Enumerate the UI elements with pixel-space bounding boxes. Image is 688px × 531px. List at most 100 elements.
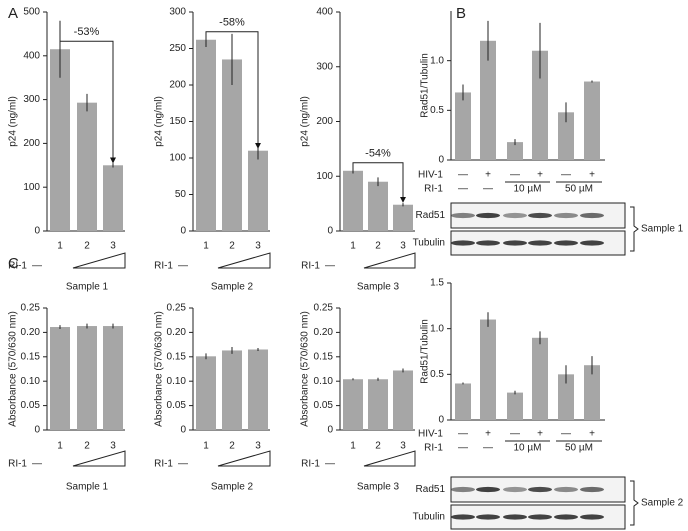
y-axis-label: Absorbance (570/630 nm) — [8, 311, 19, 427]
bar — [248, 150, 268, 231]
y-tick-label: 400 — [23, 50, 40, 61]
blot-band — [528, 514, 552, 520]
blot-label: Rad51 — [416, 484, 446, 495]
y-tick-label: 0.15 — [314, 351, 334, 362]
bar — [50, 327, 70, 430]
panel-label: B — [456, 5, 466, 22]
control-label: — — [32, 459, 42, 470]
blot-band — [503, 486, 527, 493]
y-tick-label: 0.10 — [21, 376, 41, 387]
y-tick-label: 0.25 — [167, 303, 187, 314]
row-item: + — [589, 170, 595, 181]
blot-band — [503, 212, 527, 219]
row-item: — — [483, 443, 493, 454]
y-tick-label: 100 — [23, 182, 40, 193]
x-tick-label: 3 — [255, 441, 261, 452]
row-label: HIV-1 — [418, 170, 443, 181]
row-item: + — [485, 429, 491, 440]
y-tick-label: 50 — [175, 189, 187, 200]
annotation: -53% — [74, 26, 100, 38]
blot-band — [580, 514, 604, 520]
blot-band — [476, 486, 500, 493]
row-item: — — [458, 443, 468, 454]
blot-band — [580, 486, 604, 493]
sample-brace — [630, 206, 639, 252]
y-tick-label: 0.05 — [314, 400, 334, 411]
y-tick-label: 0.5 — [430, 369, 444, 380]
comparison-bracket — [205, 31, 261, 149]
dose-triangle — [72, 252, 126, 269]
bar — [584, 365, 600, 420]
bar — [507, 142, 523, 160]
bar — [248, 349, 268, 430]
bar — [103, 165, 123, 231]
x-tick-label: 2 — [375, 241, 381, 252]
control-label: — — [325, 459, 335, 470]
y-tick-label: 0 — [34, 226, 40, 237]
x-tick-label: 1 — [203, 441, 209, 452]
y-axis-label: Absorbance (570/630 nm) — [154, 311, 165, 427]
sample-label: Sample 3 — [357, 482, 400, 493]
blot-band — [476, 240, 500, 246]
comparison-bracket — [352, 162, 406, 203]
comparison-bracket — [59, 40, 116, 164]
row-item: + — [589, 429, 595, 440]
row-label: HIV-1 — [418, 429, 443, 440]
bar — [584, 81, 600, 160]
row-item: 10 µM — [514, 443, 542, 454]
row-label: RI-1 — [424, 443, 443, 454]
sample-label: Sample 2 — [211, 282, 254, 293]
row-item: + — [485, 170, 491, 181]
y-tick-label: 0.25 — [21, 303, 41, 314]
bar — [196, 39, 216, 231]
blot-band — [451, 240, 475, 246]
treatment-label: RI-1 — [154, 261, 173, 272]
sample-label: Sample 1 — [66, 282, 109, 293]
x-tick-label: 1 — [350, 241, 356, 252]
row-item: — — [483, 184, 493, 195]
y-tick-label: 0 — [34, 425, 40, 436]
blot-band — [554, 486, 578, 493]
bar — [222, 59, 242, 232]
bar — [368, 181, 388, 231]
dose-triangle — [363, 252, 416, 269]
bar — [50, 49, 70, 232]
y-tick-label: 300 — [316, 61, 333, 72]
blot-label: Rad51 — [416, 210, 446, 221]
blot-band — [476, 212, 500, 219]
y-tick-label: 1.0 — [430, 55, 444, 66]
row-item: — — [458, 429, 468, 440]
y-tick-label: 0.05 — [21, 400, 41, 411]
row-item: — — [458, 184, 468, 195]
bar — [77, 326, 97, 430]
sample-label: Sample 1 — [66, 482, 109, 493]
row-item: 50 µM — [565, 443, 593, 454]
treatment-label: RI-1 — [8, 459, 27, 470]
control-label: — — [178, 261, 188, 272]
bar — [507, 392, 523, 420]
x-tick-label: 1 — [203, 241, 209, 252]
treatment-label: RI-1 — [8, 261, 27, 272]
bar — [393, 370, 413, 430]
row-item: 50 µM — [565, 184, 593, 195]
bar — [368, 379, 388, 430]
dose-triangle — [217, 450, 271, 467]
blot-band — [503, 514, 527, 520]
blot-band — [580, 240, 604, 246]
x-tick-label: 3 — [400, 441, 406, 452]
bar — [532, 50, 548, 160]
y-tick-label: 300 — [23, 94, 40, 105]
blot-band — [451, 212, 475, 219]
blot-band — [554, 212, 578, 219]
blot-band — [451, 486, 475, 493]
blot-band — [451, 514, 475, 520]
row-item: + — [537, 170, 543, 181]
y-tick-label: 0.5 — [430, 105, 444, 116]
blot-band — [528, 212, 552, 219]
blot-band — [580, 212, 604, 219]
y-axis-label: p24 (ng/ml) — [300, 96, 311, 147]
y-tick-label: 0 — [180, 226, 186, 237]
bar — [196, 356, 216, 430]
y-tick-label: 100 — [169, 153, 186, 164]
